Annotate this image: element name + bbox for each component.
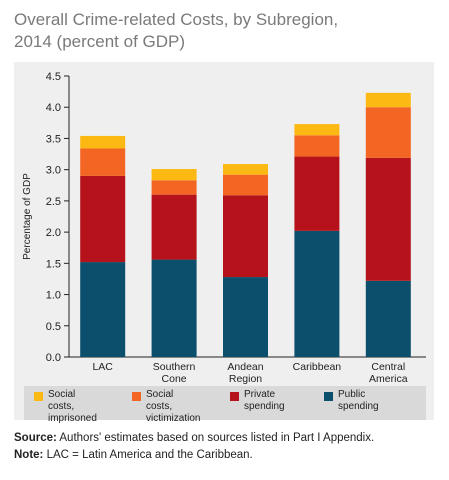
legend-label: Public spending: [338, 389, 379, 412]
legend-label: Social costs, victimization: [146, 389, 201, 424]
y-tick-label: 2.0: [46, 227, 61, 239]
x-tick-label: Caribbean: [293, 361, 342, 373]
abbreviation-note: Note: LAC = Latin America and the Caribb…: [14, 447, 444, 464]
bar-segment-0-0: [80, 262, 126, 357]
chart-title-line1: Overall Crime-related Costs, by Subregio…: [14, 10, 339, 29]
y-tick-label: 2.5: [46, 196, 61, 208]
chart-svg: 0.0 0.5 1.0 1.5 2.0 2.5 3.0 3.5 4.0 4.5 Percentage…: [22, 71, 426, 385]
y-tick-label: 4.5: [46, 71, 61, 83]
bar-segment-4-2: [365, 107, 411, 158]
chart-panel: 0.0 0.5 1.0 1.5 2.0 2.5 3.0 3.5 4.0 4.5 Percentage…: [14, 62, 434, 424]
bar-segment-2-0: [223, 277, 268, 357]
legend-swatch: [34, 392, 43, 401]
y-tick-label: 3.0: [46, 165, 61, 177]
bar-segment-3-1: [294, 156, 340, 231]
bar-segment-0-2: [80, 148, 126, 176]
bar-segment-3-3: [294, 124, 340, 136]
bar-segment-2-3: [223, 164, 268, 175]
bar-segment-2-2: [223, 174, 268, 196]
y-tick-label: 1.5: [46, 258, 61, 270]
bar-segment-2-1: [223, 195, 268, 278]
bar-segment-4-0: [365, 280, 411, 357]
bar-segment-1-3: [151, 169, 197, 181]
bar-segment-1-1: [151, 194, 197, 260]
legend: Social costs, imprisoned Social costs, vi…: [24, 386, 426, 424]
note-text: LAC = Latin America and the Caribbean.: [43, 449, 253, 461]
chart-title: Overall Crime-related Costs, by Subregio…: [14, 9, 439, 53]
bar-segment-1-2: [151, 180, 197, 195]
bar-segment-3-0: [294, 230, 340, 357]
bar-segment-4-1: [365, 157, 411, 281]
legend-swatch: [132, 392, 141, 401]
note-label: Note:: [14, 449, 44, 461]
source-note: Source: Authors' estimates based on sour…: [14, 430, 444, 447]
legend-label: Private spending: [244, 389, 285, 412]
x-tick-label: Central America: [369, 361, 408, 385]
source-label: Source:: [14, 432, 57, 444]
x-tick-label: Southern Cone: [153, 361, 196, 385]
y-tick-label: 3.5: [46, 133, 61, 145]
bar-segment-0-3: [80, 135, 126, 149]
legend-swatch: [230, 392, 239, 401]
legend-label: Social costs, imprisoned: [48, 389, 97, 424]
notes: Source: Authors' estimates based on sour…: [14, 430, 444, 464]
bar-segment-0-1: [80, 175, 126, 263]
source-text: Authors' estimates based on sources list…: [56, 432, 375, 444]
bar-segment-4-3: [365, 92, 411, 108]
y-tick-label: 0.5: [46, 321, 61, 333]
y-tick-label: 4.0: [46, 102, 61, 114]
y-tick-label: 1.0: [46, 290, 61, 302]
legend-swatch: [324, 392, 333, 401]
bar-segment-3-2: [294, 135, 340, 157]
bar-segment-1-0: [151, 259, 197, 357]
y-tick-label: 0.0: [46, 352, 61, 364]
x-tick-label: Andean Region: [227, 361, 263, 385]
chart-title-line2: 2014 (percent of GDP): [14, 32, 186, 51]
x-tick-label: LAC: [92, 361, 113, 373]
y-axis-label: Percentage of GDP: [22, 173, 33, 260]
